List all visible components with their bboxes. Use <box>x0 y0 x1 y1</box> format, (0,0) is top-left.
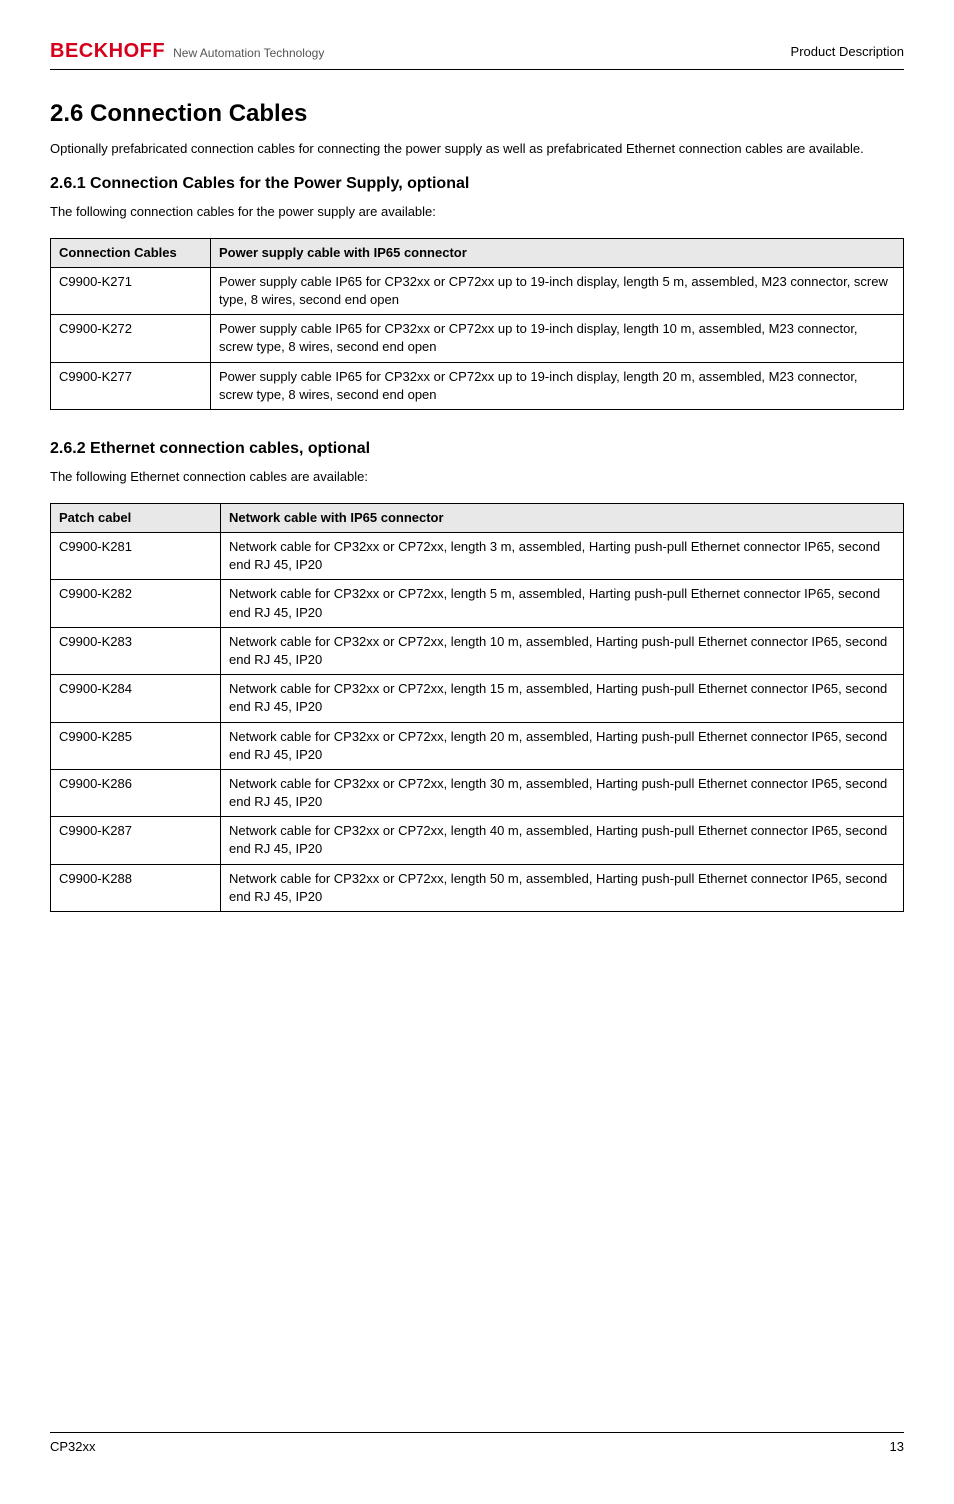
section-title: 2.6 Connection Cables <box>50 100 904 128</box>
logo-text: BECKHOFF <box>50 40 165 63</box>
cable-desc: Network cable for CP32xx or CP72xx, leng… <box>221 580 904 627</box>
power-supply-cable-table: Connection Cables Power supply cable wit… <box>50 238 904 410</box>
cable-code: C9900-K282 <box>51 580 221 627</box>
cable-desc: Power supply cable IP65 for CP32xx or CP… <box>211 362 904 409</box>
subsection-261-intro: The following connection cables for the … <box>50 203 904 222</box>
cable-code: C9900-K277 <box>51 362 211 409</box>
subsection-262-intro: The following Ethernet connection cables… <box>50 468 904 487</box>
table-row: C9900-K281 Network cable for CP32xx or C… <box>51 533 904 580</box>
table-row: C9900-K282 Network cable for CP32xx or C… <box>51 580 904 627</box>
table-row: C9900-K272 Power supply cable IP65 for C… <box>51 315 904 362</box>
cable-desc: Network cable for CP32xx or CP72xx, leng… <box>221 627 904 674</box>
section-intro: Optionally prefabricated connection cabl… <box>50 140 904 159</box>
subsection-262-title: 2.6.2 Ethernet connection cables, option… <box>50 440 904 458</box>
ethernet-cable-table: Patch cabel Network cable with IP65 conn… <box>50 503 904 912</box>
cable-desc: Power supply cable IP65 for CP32xx or CP… <box>211 315 904 362</box>
footer-page-number: 13 <box>890 1439 904 1454</box>
logo-tagline: New Automation Technology <box>173 46 324 60</box>
cable-desc: Network cable for CP32xx or CP72xx, leng… <box>221 864 904 911</box>
page-footer: CP32xx 13 <box>50 1432 904 1454</box>
table-header-desc: Network cable with IP65 connector <box>221 503 904 532</box>
page-header: BECKHOFF New Automation Technology Produ… <box>50 40 904 70</box>
footer-left: CP32xx <box>50 1439 96 1454</box>
cable-code: C9900-K288 <box>51 864 221 911</box>
table-row: C9900-K283 Network cable for CP32xx or C… <box>51 627 904 674</box>
table-header-code: Connection Cables <box>51 238 211 267</box>
cable-code: C9900-K283 <box>51 627 221 674</box>
table-row: C9900-K284 Network cable for CP32xx or C… <box>51 675 904 722</box>
table-header-code: Patch cabel <box>51 503 221 532</box>
subsection-261-title: 2.6.1 Connection Cables for the Power Su… <box>50 175 904 193</box>
header-section-label: Product Description <box>791 44 904 59</box>
cable-code: C9900-K284 <box>51 675 221 722</box>
cable-desc: Power supply cable IP65 for CP32xx or CP… <box>211 267 904 314</box>
logo-block: BECKHOFF New Automation Technology <box>50 40 324 63</box>
cable-desc: Network cable for CP32xx or CP72xx, leng… <box>221 722 904 769</box>
cable-code: C9900-K287 <box>51 817 221 864</box>
table-header-desc: Power supply cable with IP65 connector <box>211 238 904 267</box>
cable-desc: Network cable for CP32xx or CP72xx, leng… <box>221 675 904 722</box>
cable-code: C9900-K285 <box>51 722 221 769</box>
table-row: C9900-K271 Power supply cable IP65 for C… <box>51 267 904 314</box>
cable-code: C9900-K286 <box>51 769 221 816</box>
table-row: C9900-K286 Network cable for CP32xx or C… <box>51 769 904 816</box>
table-row: C9900-K288 Network cable for CP32xx or C… <box>51 864 904 911</box>
table-row: C9900-K285 Network cable for CP32xx or C… <box>51 722 904 769</box>
cable-desc: Network cable for CP32xx or CP72xx, leng… <box>221 769 904 816</box>
cable-code: C9900-K271 <box>51 267 211 314</box>
table-row: C9900-K277 Power supply cable IP65 for C… <box>51 362 904 409</box>
cable-code: C9900-K272 <box>51 315 211 362</box>
cable-desc: Network cable for CP32xx or CP72xx, leng… <box>221 533 904 580</box>
cable-code: C9900-K281 <box>51 533 221 580</box>
cable-desc: Network cable for CP32xx or CP72xx, leng… <box>221 817 904 864</box>
table-row: C9900-K287 Network cable for CP32xx or C… <box>51 817 904 864</box>
